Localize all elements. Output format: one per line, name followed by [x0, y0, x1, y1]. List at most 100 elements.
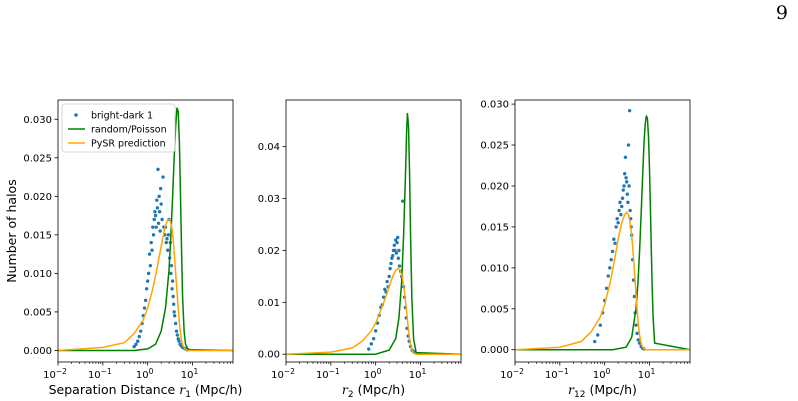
scatter-point	[396, 256, 401, 260]
scatter-point	[387, 274, 391, 279]
legend-label: random/Poisson	[91, 124, 167, 135]
scatter-point	[388, 266, 392, 271]
scatter-point	[606, 274, 610, 278]
scatter-point	[614, 225, 618, 229]
scatter-point	[622, 184, 626, 188]
plot-frame	[514, 99, 691, 363]
y-tick-label: 0.025	[23, 153, 52, 164]
y-tick-label: 0.00	[258, 350, 280, 361]
y-tick-label: 0.015	[480, 222, 509, 233]
scatter-point	[147, 252, 152, 256]
y-axis-label: Number of halos	[4, 179, 19, 282]
y-tick-label: 0.010	[480, 263, 509, 274]
scatter-point	[156, 167, 160, 172]
scatter-point	[158, 186, 163, 191]
scatter-point	[612, 237, 616, 241]
scatter-point	[393, 248, 397, 253]
legend-label: bright-dark 1	[91, 110, 153, 121]
scatter-point	[608, 266, 612, 270]
scatter-point	[170, 279, 175, 283]
scatter-point	[400, 199, 405, 203]
scatter-point	[142, 306, 147, 310]
x-axis-label: Separation Distance r1 (Mpc/h)	[49, 382, 243, 400]
scatter-point	[626, 143, 631, 147]
scatter-point	[394, 238, 398, 242]
series-line-pysr-prediction	[514, 210, 690, 351]
page-number: 9	[775, 2, 788, 24]
x-tick-label: 10−1	[545, 367, 569, 381]
y-tick-label: 0.000	[480, 345, 509, 356]
scatter-point	[391, 253, 395, 258]
scatter-point	[155, 198, 159, 202]
scatter-point	[369, 342, 374, 346]
scatter-point	[626, 200, 630, 205]
series-line-pysr-prediction	[57, 218, 233, 352]
scatter-point	[634, 323, 638, 327]
x-axis-label: r2 (Mpc/h)	[342, 382, 405, 400]
scatter-point	[169, 263, 174, 268]
scatter-point	[625, 192, 630, 196]
scatter-point	[367, 347, 371, 351]
x-tick-label: 10−1	[316, 367, 340, 381]
scatter-point	[149, 240, 153, 245]
y-tick-label: 0.03	[258, 194, 280, 205]
scatter-point	[635, 331, 639, 336]
scatter-point	[151, 225, 155, 229]
scatter-point	[613, 241, 617, 245]
series-line-random-poisson	[515, 115, 691, 351]
x-tick-label: 100	[593, 367, 611, 381]
scatter-point	[596, 333, 600, 337]
scatter-point	[618, 200, 622, 205]
scatter-point	[616, 221, 620, 225]
scatter-point	[395, 240, 399, 245]
scatter-point	[175, 333, 180, 337]
scatter-point	[152, 217, 156, 222]
y-tick-label: 0.030	[23, 115, 52, 126]
scatter-point	[171, 302, 176, 306]
scatter-point	[394, 251, 399, 255]
chart-panel-3: 0.000 0.005 0.010 0.015 0.020 0.025 0.030 10−2 1…	[480, 99, 691, 400]
scatter-point	[137, 334, 141, 339]
scatter-point	[145, 279, 150, 283]
scatter-point	[158, 229, 162, 233]
scatter-point	[164, 240, 168, 245]
scatter-point	[174, 329, 179, 333]
y-tick-label: 0.025	[480, 141, 509, 152]
scatter-point	[610, 249, 615, 254]
x-tick-label: 101	[638, 367, 656, 381]
chart-panel-2: 0.00 0.01 0.02 0.03 0.04 10−2 10−1 100 101 r2 (Mp…	[258, 99, 462, 400]
scatter-point	[169, 271, 173, 276]
scatter-point	[155, 206, 160, 210]
x-tick-label: 100	[136, 367, 154, 381]
scatter-point	[171, 294, 175, 299]
scatter-point	[160, 217, 164, 222]
legend-marker	[74, 113, 78, 117]
scatter-point	[165, 237, 169, 241]
scatter-point	[146, 271, 151, 276]
y-tick-label: 0.005	[480, 304, 509, 315]
scatter-point	[385, 279, 389, 284]
scatter-point	[636, 338, 640, 342]
scatter-point	[136, 339, 140, 343]
scatter-point	[132, 344, 136, 349]
scatter-point	[371, 336, 376, 341]
x-tick-label: 101	[409, 367, 427, 381]
scatter-point	[397, 264, 402, 268]
scatter-point	[172, 314, 177, 318]
scatter-point	[161, 175, 165, 179]
chart-panel-1: 0.000 0.005 0.010 0.015 0.020 0.025 0.030 10−2 1…	[4, 99, 243, 400]
scatter-point	[154, 225, 158, 229]
scatter-point	[153, 210, 157, 214]
scatter-point	[159, 202, 163, 206]
scatter-point	[139, 329, 143, 333]
legend: bright-dark 1 random/Poisson PySR predicti…	[61, 103, 176, 153]
scatter-point	[170, 287, 174, 291]
scatter-point	[389, 261, 393, 266]
series-line-pysr-prediction	[285, 267, 461, 355]
scatter-point	[392, 243, 396, 247]
scatter-point	[620, 196, 625, 200]
scatter-point	[148, 263, 153, 268]
scatter-point	[373, 329, 378, 333]
scatter-point	[151, 233, 156, 237]
y-tick-label: 0.010	[23, 269, 52, 280]
